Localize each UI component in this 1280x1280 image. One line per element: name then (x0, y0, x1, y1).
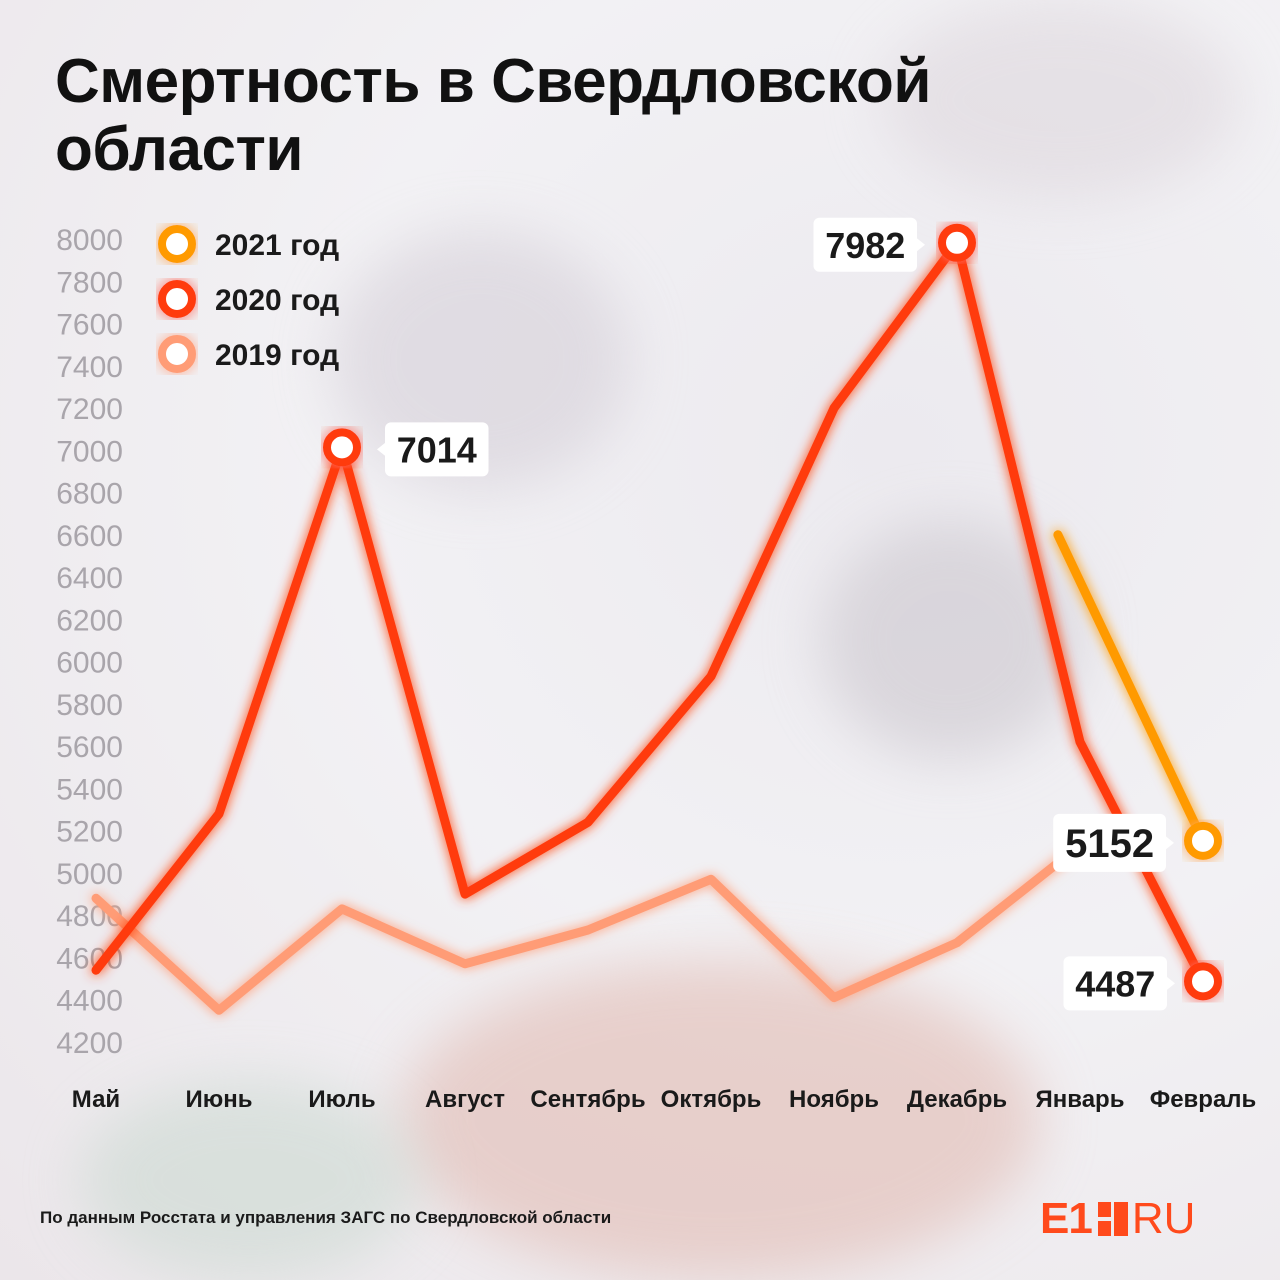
legend-marker (158, 225, 196, 263)
legend-item: 2020 год (158, 280, 339, 318)
background-blob (880, 0, 1240, 200)
value-callout: 4487 (1063, 956, 1175, 1011)
legend: 2021 год 2020 год 2019 год (158, 225, 339, 373)
callout-pointer (1165, 975, 1175, 992)
source-note: По данным Росстата и управления ЗАГС по … (40, 1208, 612, 1227)
legend-label: 2019 год (215, 339, 339, 372)
y-tick-label: 6000 (56, 647, 123, 680)
callout-box (1063, 956, 1167, 1011)
logo-ru: RU (1131, 1194, 1196, 1243)
page-title: Смертность в Свердловской области (55, 47, 932, 184)
x-tick-label: Июль (308, 1086, 375, 1113)
x-tick-label: Январь (1036, 1086, 1125, 1113)
y-tick-label: 7800 (56, 266, 123, 299)
legend-item: 2021 год (158, 225, 339, 263)
x-tick-label: Февраль (1150, 1086, 1257, 1113)
legend-label: 2021 год (215, 229, 339, 262)
y-tick-label: 5000 (56, 858, 123, 891)
value-callout: 7014 (377, 422, 489, 477)
series-markers (323, 223, 1222, 1001)
value-callout: 5152 (1053, 813, 1174, 872)
logo-mark-icon (1097, 1202, 1128, 1236)
legend-label: 2020 год (215, 284, 339, 317)
callout-box (385, 422, 489, 477)
y-tick-label: 4200 (56, 1027, 123, 1060)
x-tick-label: Июнь (186, 1086, 253, 1113)
data-point-marker (1184, 821, 1222, 860)
callout-label: 7014 (397, 429, 477, 470)
e1-logo[interactable]: E1 RU (1040, 1194, 1195, 1244)
callout-label: 4487 (1075, 963, 1155, 1004)
callout-label: 5152 (1065, 822, 1154, 866)
series-line (1053, 530, 1208, 846)
data-point-marker (1184, 962, 1222, 1001)
series-line (91, 841, 1085, 1015)
y-tick-label: 7200 (56, 393, 123, 426)
callout-box (1053, 813, 1166, 872)
y-tick-label: 5400 (56, 773, 123, 806)
y-tick-label: 5800 (56, 689, 123, 722)
logo-e1: E1 (1040, 1194, 1093, 1243)
y-tick-label: 6400 (56, 562, 123, 595)
legend-item: 2019 год (158, 335, 339, 373)
y-axis-ticks: 8000 7800 7600 7400 7200 7000 6800 6600 6400 6200… (56, 224, 123, 1060)
x-axis-ticks: Май Июнь Июль Август Сентябрь Октябрь Ноябрь Де… (72, 1086, 1256, 1113)
y-tick-label: 6600 (56, 520, 123, 553)
x-tick-label: Август (425, 1086, 505, 1113)
x-tick-label: Сентябрь (530, 1086, 645, 1113)
background-blob (400, 960, 1040, 1280)
y-tick-label: 4400 (56, 985, 123, 1018)
callout-pointer (1164, 834, 1174, 851)
background-blob (80, 1080, 420, 1280)
y-tick-label: 7400 (56, 351, 123, 384)
y-tick-label: 7000 (56, 435, 123, 468)
x-tick-label: Октябрь (661, 1086, 762, 1113)
legend-marker (158, 335, 196, 373)
data-callouts: 7014 7982 5152 4487 (377, 217, 1175, 1011)
series-line (91, 238, 1208, 986)
value-callout: 7982 (813, 217, 925, 272)
x-tick-label: Ноябрь (789, 1086, 879, 1113)
x-tick-label: Май (72, 1086, 120, 1113)
y-tick-label: 8000 (56, 224, 123, 257)
series-lines (91, 238, 1208, 1015)
data-point-marker (938, 223, 976, 262)
y-tick-label: 6200 (56, 604, 123, 637)
y-tick-label: 5200 (56, 816, 123, 849)
callout-box (813, 217, 917, 272)
y-tick-label: 6800 (56, 478, 123, 511)
callout-pointer (915, 236, 925, 253)
y-tick-label: 7600 (56, 309, 123, 342)
y-tick-label: 5600 (56, 731, 123, 764)
data-point-marker (323, 428, 361, 467)
callout-label: 7982 (825, 225, 905, 266)
callout-pointer (377, 441, 387, 458)
legend-marker (158, 280, 196, 318)
x-tick-label: Декабрь (907, 1086, 1007, 1113)
